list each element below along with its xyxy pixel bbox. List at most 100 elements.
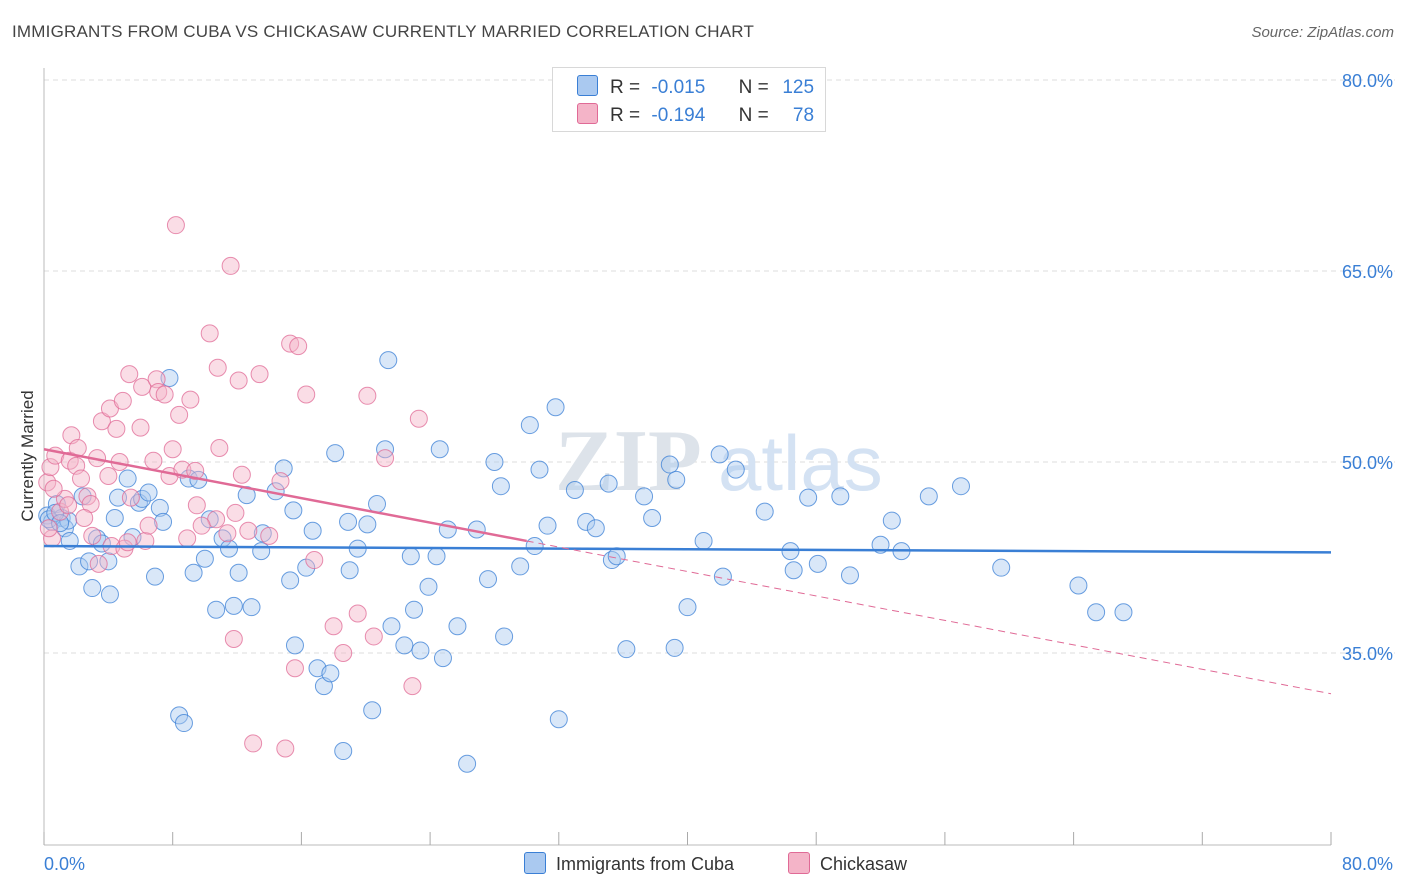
cuba-point [831, 487, 850, 506]
cuba-point [83, 579, 102, 598]
chickasaw-point [409, 409, 428, 428]
cuba-point [549, 710, 568, 729]
y-tick-label: 35.0% [1342, 644, 1393, 664]
cuba-point [726, 460, 745, 479]
cuba-point [546, 398, 565, 417]
cuba-point [109, 488, 128, 507]
chickasaw-point [232, 465, 251, 484]
chickasaw-point [99, 467, 118, 486]
chickasaw-point [178, 529, 197, 548]
cuba-point [150, 498, 169, 517]
bottom-legend-swatch-cuba [524, 852, 546, 874]
chickasaw-point [39, 519, 58, 538]
stats-legend: R = -0.015 N = 125 R = -0.194 N = 78 [552, 67, 826, 132]
chickasaw-point [166, 216, 185, 235]
chickasaw-point [131, 418, 150, 437]
cuba-point [368, 495, 387, 514]
cuba-point [174, 714, 193, 733]
chickasaw-point [139, 516, 158, 535]
legend-r-value-cuba: -0.015 [651, 77, 706, 98]
watermark-atlas: atlas [718, 419, 883, 507]
chickasaw-point [163, 440, 182, 459]
cuba-point [799, 488, 818, 507]
cuba-point [284, 501, 303, 520]
cuba-point [139, 483, 158, 502]
cuba-point [321, 664, 340, 683]
chickasaw-point [144, 451, 163, 470]
chickasaw-point [121, 488, 140, 507]
source-label: Source: ZipAtlas.com [1251, 24, 1394, 41]
cuba-point [448, 617, 467, 636]
cuba-point [105, 509, 124, 528]
cuba-point [665, 638, 684, 657]
chickasaw-point [403, 677, 422, 696]
chickasaw-point [297, 385, 316, 404]
legend-n-label: N = [738, 77, 769, 98]
cuba-point [1114, 603, 1133, 622]
y-tick-label: 80.0% [1342, 71, 1393, 91]
chickasaw-point [133, 377, 152, 396]
chickasaw-point [221, 256, 240, 275]
cuba-point [495, 627, 514, 646]
chickasaw-point [224, 629, 243, 648]
cuba-point [951, 477, 970, 496]
cuba-point [433, 649, 452, 668]
cuba-point [146, 567, 165, 586]
cuba-point [229, 563, 248, 582]
chickasaw-point [289, 337, 308, 356]
cuba-point [340, 561, 359, 580]
trend-lines [43, 448, 1332, 695]
tick-labels: 35.0% 50.0% 65.0% 80.0% 0.0% 80.0% [44, 71, 1393, 874]
chickasaw-point [155, 385, 174, 404]
cuba-point [195, 549, 214, 568]
chickasaw-point [38, 473, 57, 492]
cuba-point [667, 470, 686, 489]
chickasaw-point [239, 521, 258, 540]
chickasaw-point [59, 496, 78, 515]
chickasaw-point [358, 386, 377, 405]
cuba-point [808, 554, 827, 573]
cuba-point [358, 515, 377, 534]
chickasaw-point [72, 469, 91, 488]
chickasaw-point [89, 554, 108, 573]
chickasaw-point [118, 533, 137, 552]
chickasaw-point [75, 509, 94, 528]
cuba-point [363, 701, 382, 720]
cuba-point [242, 598, 261, 617]
legend-swatch-cuba [577, 75, 598, 96]
cuba-point [401, 547, 420, 566]
cuba-point [184, 563, 203, 582]
cuba-point [992, 558, 1011, 577]
series-chickasaw [38, 216, 428, 758]
cuba-point [694, 531, 713, 550]
chickasaw-point [107, 419, 126, 438]
cuba-point [530, 460, 549, 479]
cuba-point [511, 557, 530, 576]
cuba-point [491, 477, 510, 496]
cuba-point [405, 600, 424, 619]
chart-title: IMMIGRANTS FROM CUBA VS CHICKASAW CURREN… [12, 22, 755, 41]
chickasaw-point [348, 604, 367, 623]
cuba-point [382, 617, 401, 636]
cuba-point [520, 416, 539, 435]
chickasaw-point [187, 496, 206, 515]
cuba-point [207, 600, 226, 619]
y-tick-label: 50.0% [1342, 453, 1393, 473]
chickasaw-point [170, 405, 189, 424]
cuba-point [784, 561, 803, 580]
chickasaw-point [250, 365, 269, 384]
cuba-point [643, 509, 662, 528]
legend-swatch-chickasaw [577, 103, 598, 124]
cuba-point [419, 577, 438, 596]
cuba-point [458, 754, 477, 773]
cuba-point [334, 742, 353, 761]
chickasaw-point [244, 734, 263, 753]
chickasaw-point [44, 479, 63, 498]
chickasaw-point [376, 449, 395, 468]
cuba-point [599, 474, 618, 493]
chickasaw-point [208, 358, 227, 377]
cuba-point [160, 368, 179, 387]
chickasaw-point [305, 551, 324, 570]
gridlines [44, 79, 1395, 654]
legend-row-cuba: R = -0.015 N = 125 [577, 75, 814, 99]
